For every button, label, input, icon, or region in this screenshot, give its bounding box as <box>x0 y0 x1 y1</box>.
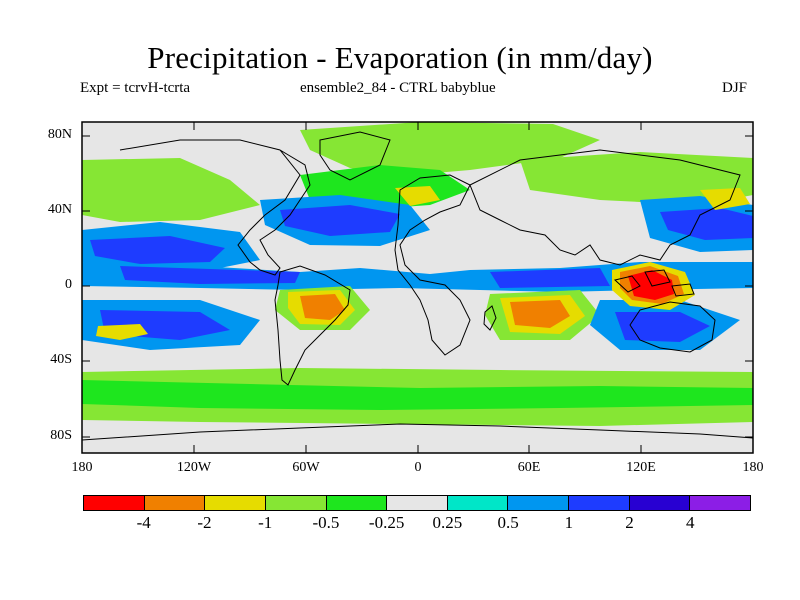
south-indian-core <box>615 312 710 342</box>
legend-label-8: 2 <box>625 513 634 532</box>
legend-swatch-6 <box>447 496 509 510</box>
legend-swatch-2 <box>205 496 266 510</box>
legend-label-7: 1 <box>564 513 574 532</box>
south-america-negative-core <box>300 294 345 320</box>
atlantic-yellow-patch <box>395 186 440 206</box>
itcz-core-indian <box>490 268 610 288</box>
legend-swatch-0 <box>84 496 145 510</box>
x-tick-label-180e: 180 <box>742 460 764 475</box>
x-tick-marks <box>81 122 754 453</box>
legend-swatch-8 <box>569 496 630 510</box>
north-america-coast <box>119 139 311 276</box>
x-tick-label-120w: 120W <box>176 460 212 475</box>
south-america-coast <box>274 265 351 386</box>
atlantic-storm-track-core <box>280 205 400 236</box>
southern-bright-green-band <box>82 380 753 410</box>
legend-label-5: 0.25 <box>432 513 463 532</box>
legend-swatch-5 <box>387 496 448 510</box>
legend-label-2: -1 <box>258 513 273 532</box>
y-tick-label-40s: 40S <box>50 352 72 367</box>
experiment-label: Expt = tcrvH-tcrta <box>80 80 191 96</box>
north-pacific-green-band <box>82 158 260 222</box>
contour-field <box>82 122 753 453</box>
west-pacific-yellow-patch <box>700 188 750 210</box>
y-tick-label-80n: 80N <box>47 127 72 142</box>
asia-coast <box>469 149 741 266</box>
itcz-core-east-pacific <box>120 266 300 284</box>
legend-label-9: 4 <box>686 513 695 532</box>
legend-label-0: -4 <box>136 513 151 532</box>
australia-coast <box>629 301 716 353</box>
chart-title: Precipitation - Evaporation (in mm/day) <box>147 40 653 75</box>
ensemble-label: ensemble2_84 - CTRL babyblue <box>300 80 496 96</box>
legend-label-3: -0.5 <box>312 513 340 532</box>
legend-swatch-1 <box>144 496 206 510</box>
west-pacific-storm-track-core <box>660 208 753 240</box>
pacific-storm-track-core <box>90 236 225 264</box>
color-legend-bar <box>83 495 751 511</box>
legend-swatch-10 <box>690 496 751 510</box>
madagascar-coast <box>483 305 497 331</box>
antarctica-coast <box>82 423 753 441</box>
legend-label-6: 0.5 <box>497 513 519 532</box>
legend-swatch-7 <box>508 496 570 510</box>
legend-swatch-9 <box>629 496 691 510</box>
x-tick-label-120e: 120E <box>626 460 656 475</box>
east-pacific-yellow-patch <box>96 324 148 340</box>
y-tick-marks <box>82 135 753 438</box>
x-tick-label-0: 0 <box>414 460 422 475</box>
europe-africa-coast <box>394 174 471 356</box>
x-tick-label-60e: 60E <box>517 460 541 475</box>
legend-label-4: -0.25 <box>368 513 405 532</box>
y-tick-label-0: 0 <box>65 277 72 292</box>
greenland-coast <box>319 131 391 181</box>
season-label: DJF <box>722 80 748 96</box>
legend-swatch-3 <box>265 496 327 510</box>
x-tick-label-60w: 60W <box>292 460 320 475</box>
madagascar-negative-core <box>510 300 570 328</box>
coastlines <box>82 131 753 441</box>
y-tick-label-80s: 80S <box>50 428 72 443</box>
legend-swatch-4 <box>326 496 388 510</box>
maritime-islands-coast <box>613 269 695 297</box>
x-tick-label-180w: 180 <box>71 460 93 475</box>
siberia-green-band <box>520 152 753 205</box>
legend-label-1: -2 <box>197 513 212 532</box>
y-tick-label-40n: 40N <box>47 202 72 217</box>
